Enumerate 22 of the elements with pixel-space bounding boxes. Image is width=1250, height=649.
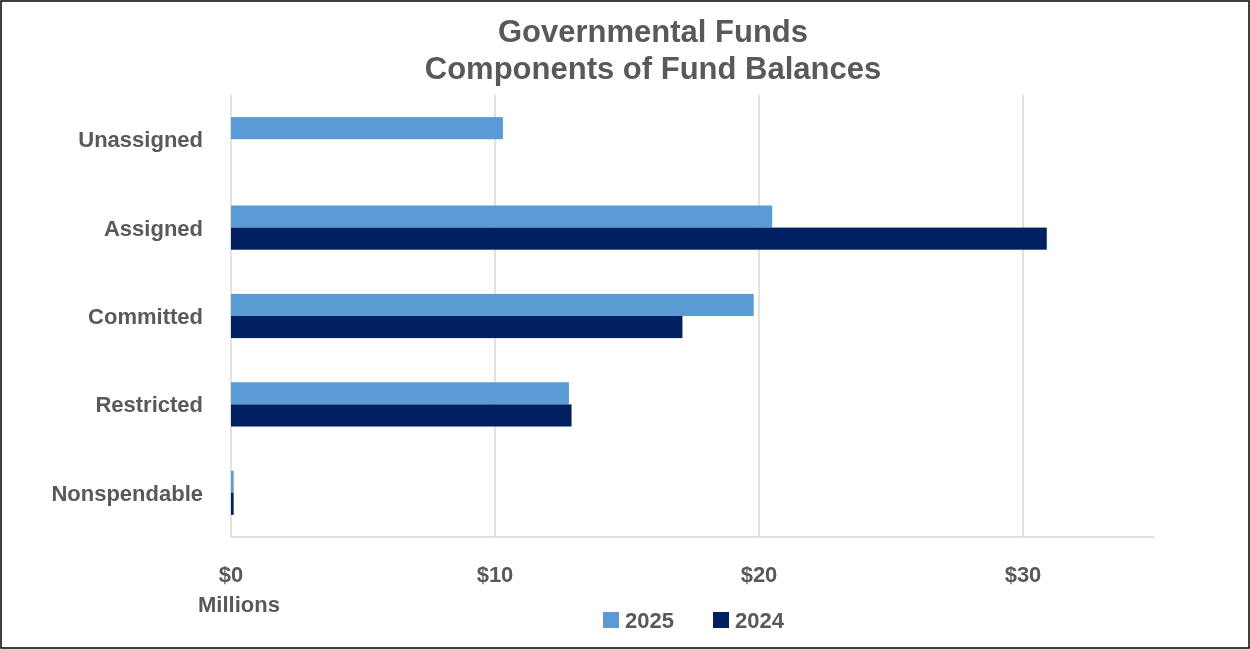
bar bbox=[231, 470, 234, 493]
bar bbox=[231, 404, 572, 427]
legend-label: 2024 bbox=[735, 608, 785, 633]
y-tick-label: Nonspendable bbox=[51, 480, 203, 506]
bar bbox=[231, 382, 569, 405]
bar bbox=[231, 316, 683, 339]
bar bbox=[231, 293, 754, 316]
bar bbox=[231, 117, 503, 140]
legend-label: 2025 bbox=[625, 608, 674, 633]
y-tick-label: Unassigned bbox=[78, 127, 203, 153]
x-tick-label: $30 bbox=[1004, 562, 1042, 587]
y-tick-label: Assigned bbox=[103, 215, 203, 241]
bar bbox=[231, 205, 773, 228]
bar bbox=[231, 492, 234, 515]
x-tick-label: $10 bbox=[476, 562, 514, 587]
x-tick-label: $0 bbox=[218, 562, 244, 587]
y-tick-label: Restricted bbox=[95, 392, 203, 418]
bar bbox=[231, 227, 1047, 250]
y-tick-label: Committed bbox=[88, 304, 203, 329]
x-tick-label: $20 bbox=[740, 562, 778, 587]
x-axis-title: Millions bbox=[198, 592, 280, 617]
chart-title: Governmental Funds Components of Fund Balances bbox=[424, 14, 882, 86]
